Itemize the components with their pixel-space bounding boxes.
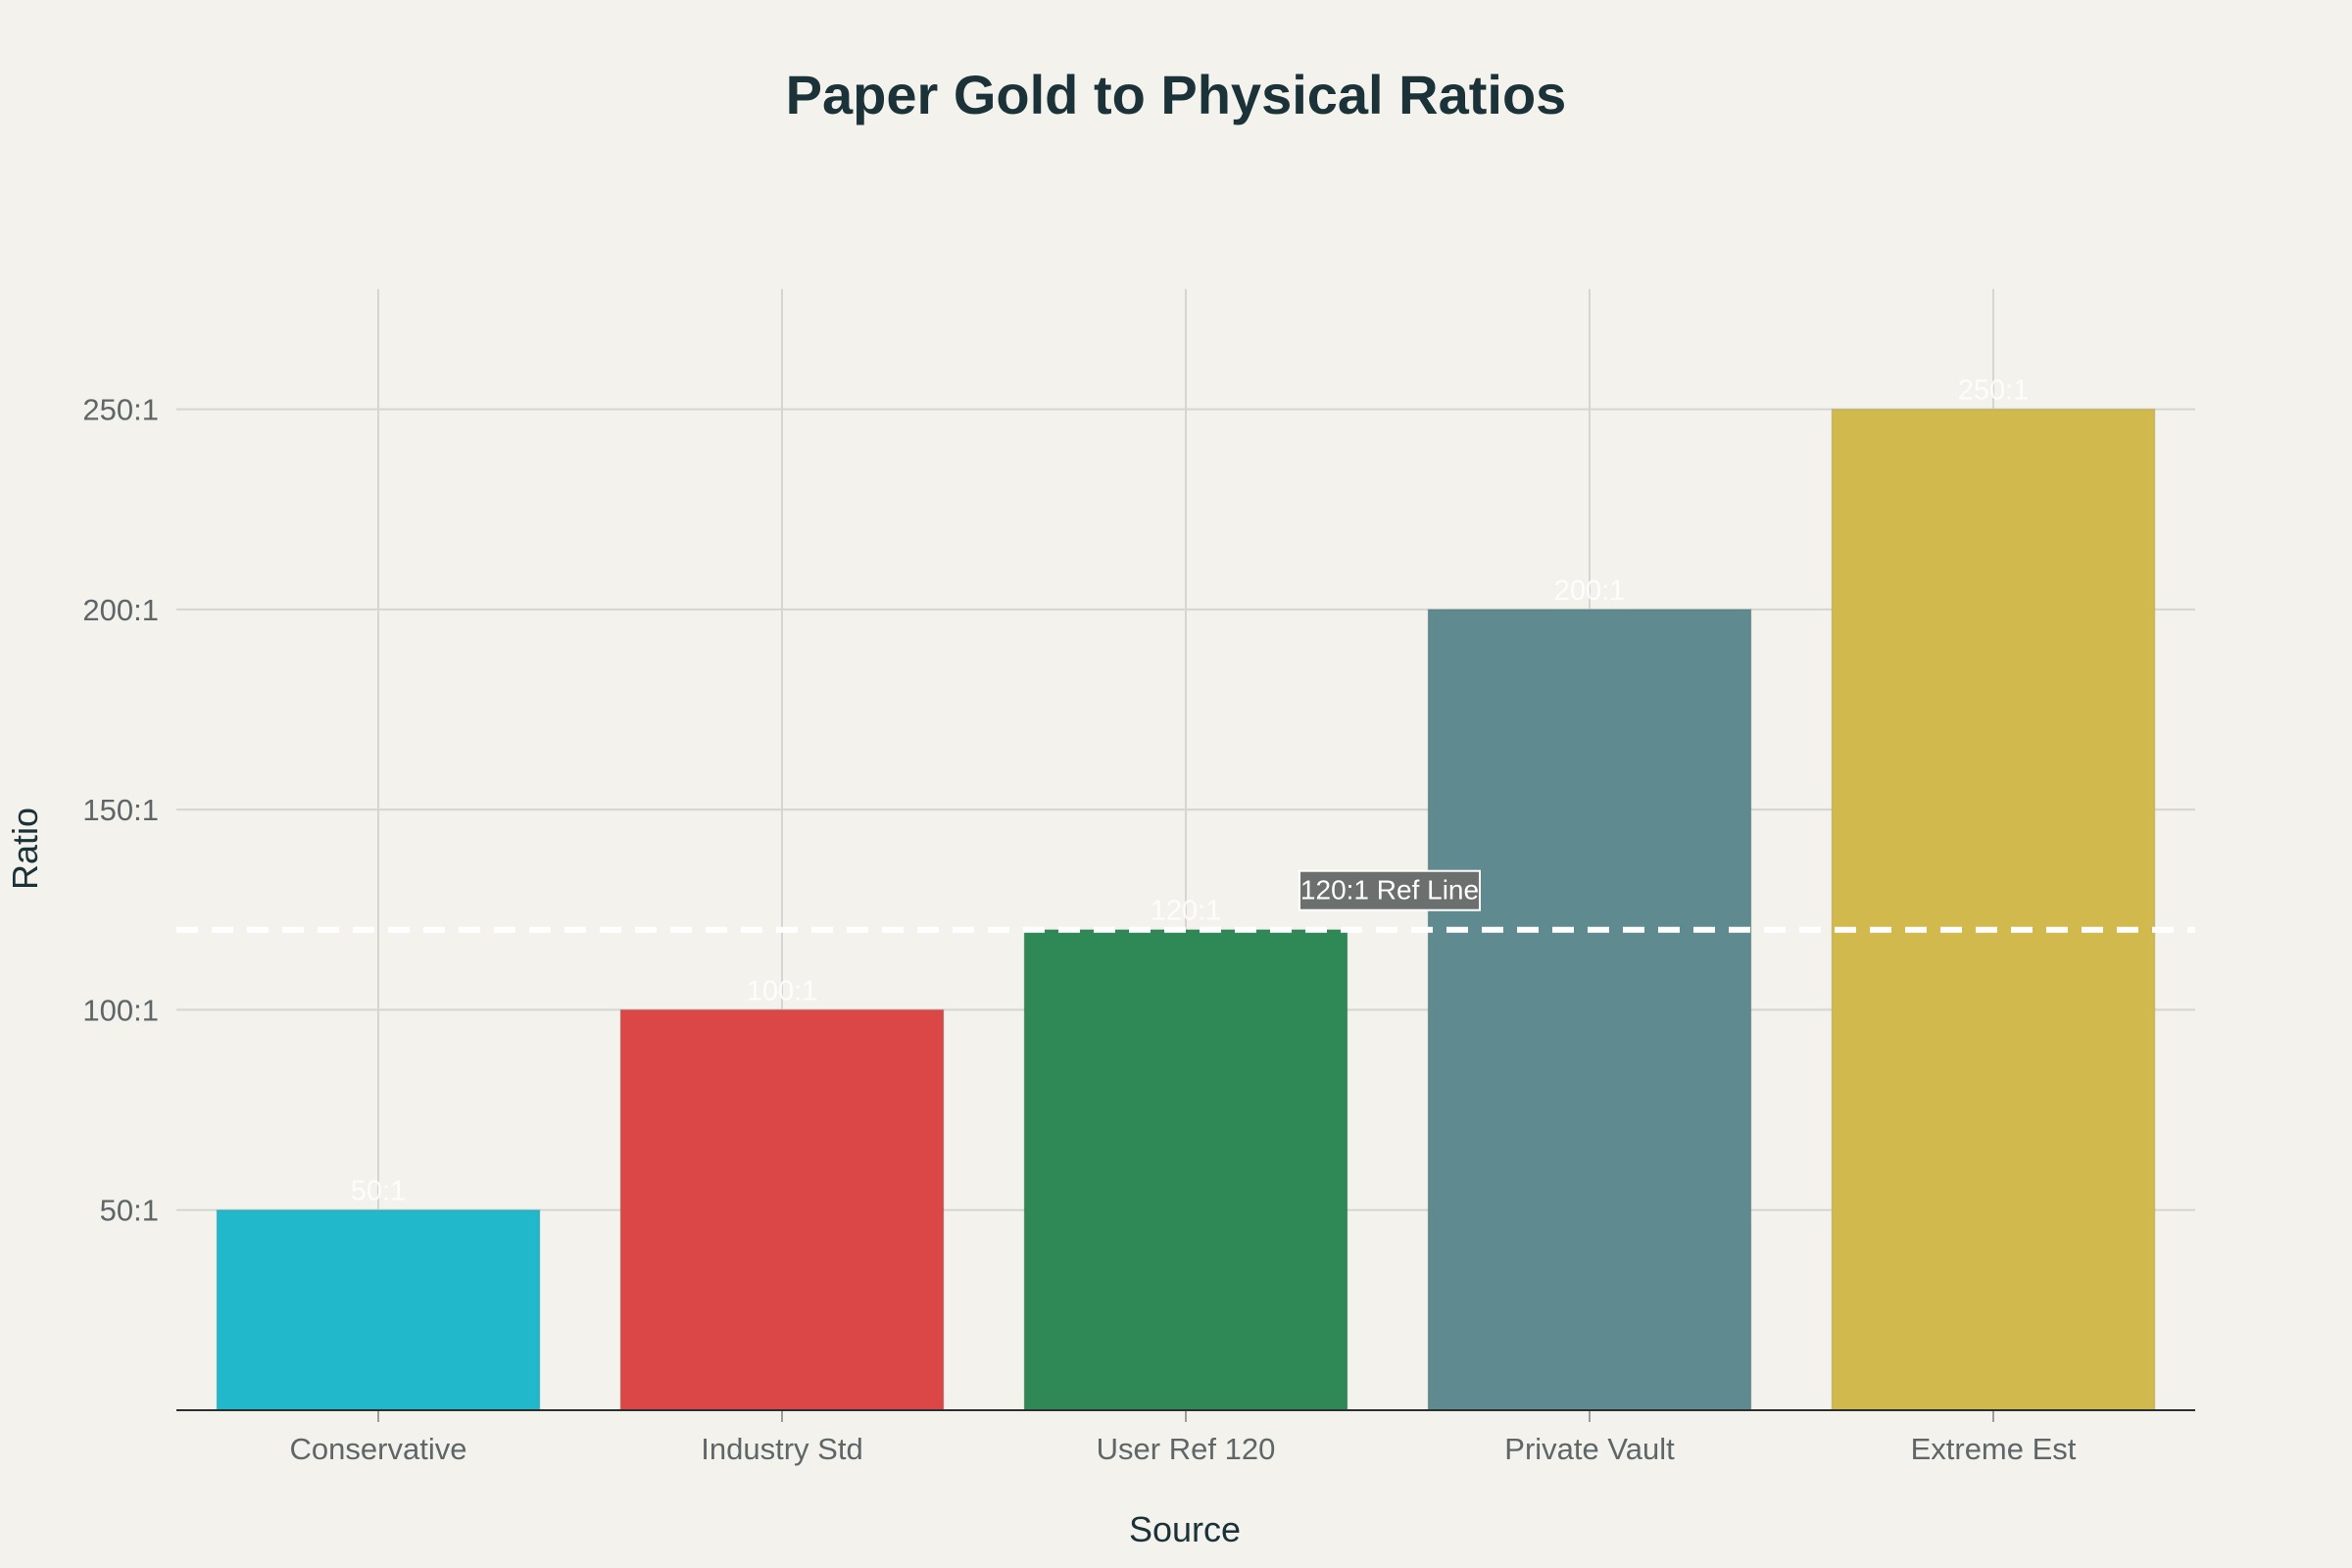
data-label: 200:1	[1554, 575, 1626, 607]
reference-line-label-box	[1298, 869, 1481, 911]
x-tick-label: Conservative	[290, 1432, 467, 1466]
reference-line-label: 120:1 Ref Line	[1300, 875, 1479, 906]
bar-extreme-est	[1831, 408, 2156, 1412]
bar-private-vault	[1427, 608, 1752, 1411]
x-axis-title: Source	[1129, 1509, 1241, 1549]
x-tick-label: Industry Std	[701, 1432, 862, 1466]
chart-title: Paper Gold to Physical Ratios	[786, 64, 1567, 125]
y-tick-label: 100:1	[82, 993, 159, 1027]
data-label: 50:1	[351, 1176, 406, 1207]
x-tick-label: Extreme Est	[1911, 1432, 2077, 1466]
bar-industry-std	[619, 1008, 945, 1412]
y-tick-label: 150:1	[82, 793, 159, 827]
x-tick-label: Private Vault	[1504, 1432, 1675, 1466]
x-tick-label: User Ref 120	[1097, 1432, 1276, 1466]
bar-user-ref-120	[1023, 928, 1348, 1411]
label-layer: 50:1 100:1 150:1 200:1 250:1 50:1 Conservative…	[82, 375, 2195, 1466]
y-tick-label: 200:1	[82, 593, 159, 627]
data-label: 100:1	[747, 975, 818, 1006]
data-label: 120:1	[1151, 896, 1222, 927]
y-tick-label: 50:1	[100, 1194, 159, 1228]
y-axis-title: Ratio	[5, 808, 45, 890]
y-tick-label: 250:1	[82, 393, 159, 427]
bar-conservative	[216, 1208, 541, 1411]
reference-line-layer: 120:1 Ref Line	[176, 869, 2195, 933]
data-label: 250:1	[1958, 375, 2030, 407]
